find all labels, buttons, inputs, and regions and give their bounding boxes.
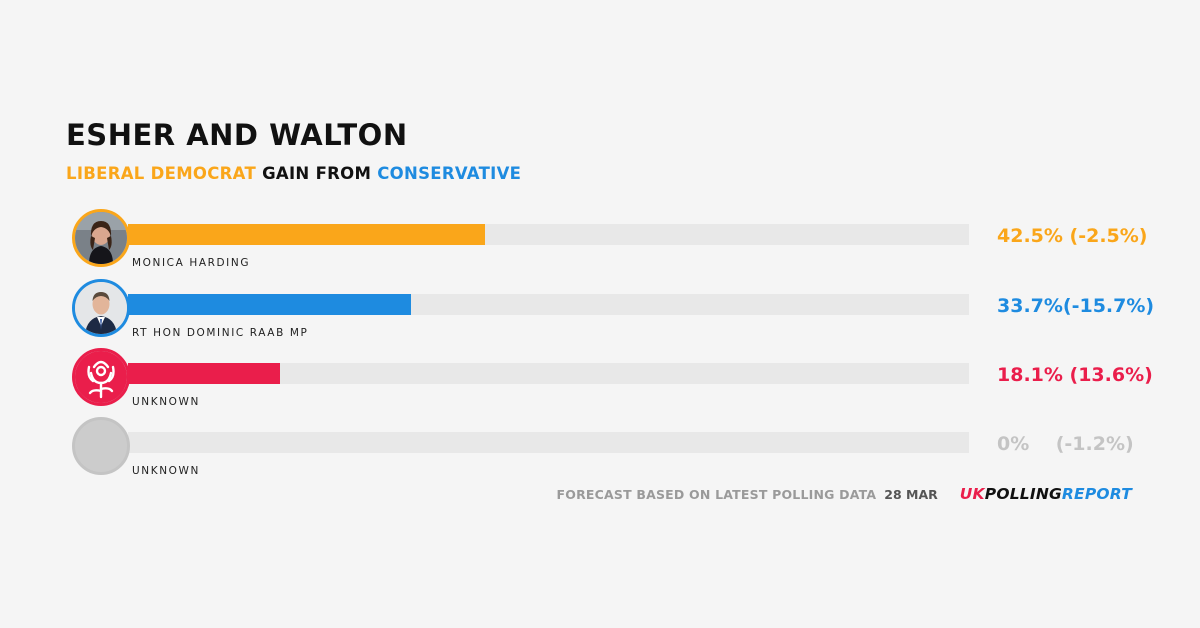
candidate-row: MONICA HARDING 42.5% (-2.5%) xyxy=(72,209,1172,269)
bar-track xyxy=(128,224,969,245)
vote-share-bar xyxy=(128,224,486,245)
candidate-row: UNKNOWN 0% (-1.2%) xyxy=(72,417,1172,477)
vote-share-label: 42.5% (-2.5%) xyxy=(997,225,1148,247)
vote-share-label: 33.7%(-15.7%) xyxy=(997,295,1155,317)
bar-track xyxy=(128,294,969,315)
losing-party: CONSERVATIVE xyxy=(377,164,522,183)
forecast-date: 28 MAR xyxy=(884,486,938,502)
page-title: ESHER AND WALTON xyxy=(66,118,408,152)
vote-share-bar xyxy=(128,294,412,315)
footer: FORECAST BASED ON LATEST POLLING DATA 28… xyxy=(557,485,1132,503)
bar-track xyxy=(128,363,969,384)
uk-polling-report-logo: UKPOLLINGREPORT xyxy=(959,485,1132,503)
candidate-row: RT HON DOMINIC RAAB MP 33.7%(-15.7%) xyxy=(72,279,1172,339)
person-photo-icon xyxy=(72,209,130,267)
candidate-name: RT HON DOMINIC RAAB MP xyxy=(132,327,309,339)
candidate-name: MONICA HARDING xyxy=(132,257,251,269)
candidate-name: UNKNOWN xyxy=(132,465,200,477)
vote-share-label: 0% (-1.2%) xyxy=(997,433,1134,455)
candidate-row: UNKNOWN 18.1% (13.6%) xyxy=(72,348,1172,408)
bar-track xyxy=(128,432,969,453)
gain-from-text: GAIN FROM xyxy=(262,164,372,183)
forecast-note: FORECAST BASED ON LATEST POLLING DATA xyxy=(556,486,877,502)
vote-share-label: 18.1% (13.6%) xyxy=(997,364,1153,386)
vote-share-bar xyxy=(128,363,281,384)
labour-rose-icon xyxy=(72,348,130,406)
person-photo-icon xyxy=(72,279,130,337)
candidate-name: UNKNOWN xyxy=(132,396,200,408)
placeholder-circle-icon xyxy=(72,417,130,475)
result-subtitle: LIBERAL DEMOCRAT GAIN FROM CONSERVATIVE xyxy=(66,164,521,183)
winning-party: LIBERAL DEMOCRAT xyxy=(66,164,257,183)
